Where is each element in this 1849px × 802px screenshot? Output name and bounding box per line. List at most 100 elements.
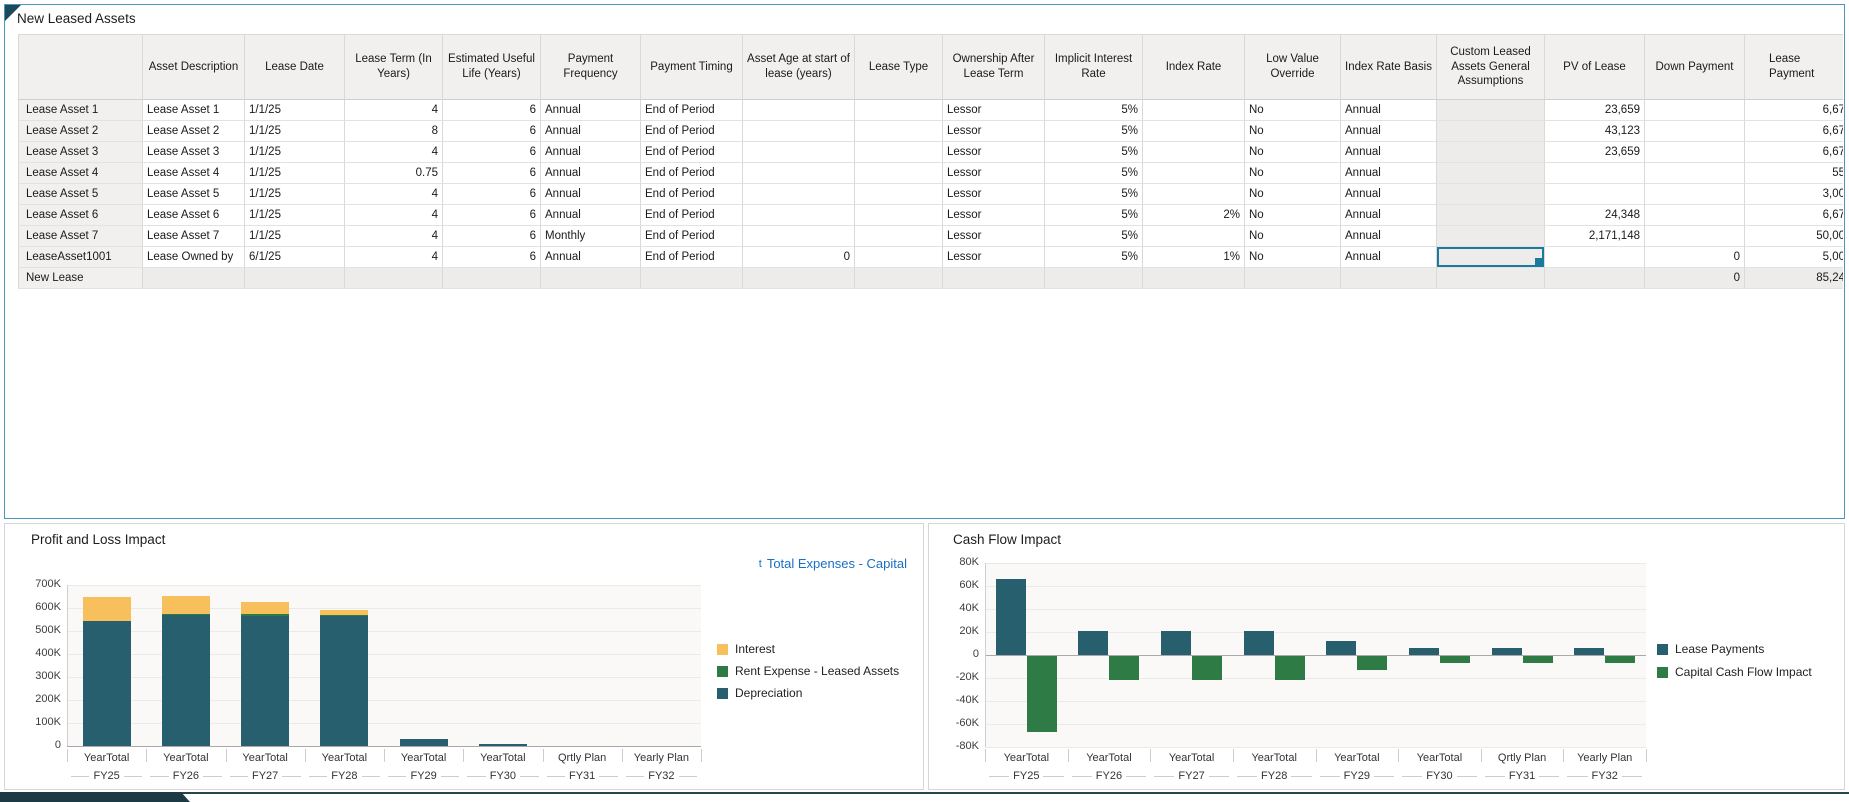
grid-cell[interactable]: 5% <box>1045 100 1143 121</box>
column-header[interactable]: Custom Leased Assets General Assumptions <box>1437 34 1545 100</box>
grid-cell[interactable]: No <box>1245 205 1341 226</box>
grid-cell[interactable]: 85,24 <box>1745 268 1843 289</box>
grid-cell[interactable]: 5% <box>1045 121 1143 142</box>
grid-cell[interactable]: No <box>1245 163 1341 184</box>
grid-cell[interactable] <box>1645 100 1745 121</box>
row-header[interactable]: Lease Asset 6 <box>18 205 143 226</box>
grid-cell[interactable]: Lessor <box>943 247 1045 268</box>
grid-cell[interactable] <box>1545 184 1645 205</box>
grid-cell[interactable] <box>1341 268 1437 289</box>
grid-cell[interactable]: End of Period <box>641 205 743 226</box>
grid-cell[interactable] <box>1545 268 1645 289</box>
grid-cell[interactable]: 0 <box>743 247 855 268</box>
grid-cell[interactable]: 6,67 <box>1745 100 1843 121</box>
grid-cell[interactable]: End of Period <box>641 121 743 142</box>
column-header[interactable]: Estimated Useful Life (Years) <box>443 34 541 100</box>
grid-cell[interactable]: End of Period <box>641 247 743 268</box>
grid-cell[interactable]: 55 <box>1745 163 1843 184</box>
column-header[interactable]: Lease Type <box>855 34 943 100</box>
grid-cell[interactable]: 6 <box>443 205 541 226</box>
grid-cell[interactable]: Annual <box>1341 163 1437 184</box>
grid-cell[interactable]: 6 <box>443 247 541 268</box>
grid-cell[interactable] <box>1645 121 1745 142</box>
row-header[interactable]: New Lease <box>18 268 143 289</box>
grid-cell[interactable] <box>855 268 943 289</box>
grid-cell[interactable] <box>855 121 943 142</box>
column-header[interactable]: Ownership After Lease Term <box>943 34 1045 100</box>
column-header[interactable]: Payment Timing <box>641 34 743 100</box>
column-header[interactable]: Asset Age at start of lease (years) <box>743 34 855 100</box>
grid-cell[interactable] <box>1437 163 1545 184</box>
grid-cell[interactable] <box>541 268 641 289</box>
grid-cell[interactable] <box>1143 100 1245 121</box>
grid-cell[interactable]: Annual <box>1341 142 1437 163</box>
row-header[interactable]: Lease Asset 2 <box>18 121 143 142</box>
grid-cell[interactable] <box>855 142 943 163</box>
grid-cell[interactable]: No <box>1245 121 1341 142</box>
grid-cell[interactable]: 5% <box>1045 205 1143 226</box>
grid-cell[interactable] <box>1437 226 1545 247</box>
grid-cell[interactable]: Annual <box>541 163 641 184</box>
grid-cell[interactable]: 1/1/25 <box>245 205 345 226</box>
grid-cell[interactable] <box>1245 268 1341 289</box>
grid-cell[interactable]: End of Period <box>641 142 743 163</box>
grid-cell[interactable]: Lessor <box>943 205 1045 226</box>
grid-cell[interactable] <box>1437 184 1545 205</box>
grid-cell[interactable]: Annual <box>541 121 641 142</box>
column-header[interactable]: PV of Lease <box>1545 34 1645 100</box>
grid-cell[interactable]: 3,00 <box>1745 184 1843 205</box>
grid-cell[interactable]: 6 <box>443 226 541 247</box>
column-header[interactable]: Implicit Interest Rate <box>1045 34 1143 100</box>
column-header[interactable]: Lease Term (In Years) <box>345 34 443 100</box>
grid-cell[interactable]: Lease Asset 1 <box>143 100 245 121</box>
grid-cell[interactable] <box>1143 268 1245 289</box>
grid-cell[interactable] <box>855 100 943 121</box>
row-header[interactable]: Lease Asset 7 <box>18 226 143 247</box>
grid-cell[interactable]: 5% <box>1045 163 1143 184</box>
grid-cell[interactable]: 6,67 <box>1745 142 1843 163</box>
grid-cell[interactable]: 6 <box>443 163 541 184</box>
grid-cell[interactable]: 4 <box>345 100 443 121</box>
grid-cell[interactable] <box>143 268 245 289</box>
grid-cell[interactable]: Annual <box>1341 184 1437 205</box>
grid-cell[interactable]: Annual <box>541 100 641 121</box>
column-header[interactable]: Asset Description <box>143 34 245 100</box>
grid-cell[interactable] <box>743 121 855 142</box>
grid-cell[interactable]: 6 <box>443 121 541 142</box>
grid-cell[interactable]: Annual <box>1341 247 1437 268</box>
grid-cell[interactable]: No <box>1245 184 1341 205</box>
grid-cell[interactable] <box>1645 163 1745 184</box>
grid-cell[interactable] <box>1045 268 1143 289</box>
grid-cell[interactable]: 6 <box>443 142 541 163</box>
grid-cell[interactable] <box>1437 100 1545 121</box>
grid-cell[interactable] <box>743 184 855 205</box>
grid-cell[interactable] <box>1143 226 1245 247</box>
grid-cell[interactable]: 1/1/25 <box>245 142 345 163</box>
grid-cell[interactable]: 0.75 <box>345 163 443 184</box>
grid-cell[interactable]: 5% <box>1045 226 1143 247</box>
grid-cell[interactable] <box>1437 205 1545 226</box>
grid-cell[interactable]: Annual <box>541 247 641 268</box>
grid-cell[interactable]: 43,123 <box>1545 121 1645 142</box>
row-header[interactable]: Lease Asset 4 <box>18 163 143 184</box>
grid-cell[interactable]: Annual <box>541 205 641 226</box>
grid-cell[interactable]: 1/1/25 <box>245 163 345 184</box>
grid-cell[interactable]: 23,659 <box>1545 100 1645 121</box>
grid-cell[interactable]: Annual <box>1341 121 1437 142</box>
grid-cell[interactable] <box>855 163 943 184</box>
grid-cell[interactable]: Lessor <box>943 100 1045 121</box>
grid-cell[interactable]: Monthly <box>541 226 641 247</box>
grid-cell[interactable]: No <box>1245 226 1341 247</box>
row-header[interactable]: Lease Asset 3 <box>18 142 143 163</box>
grid-cell[interactable]: Annual <box>541 142 641 163</box>
grid-cell[interactable]: 23,659 <box>1545 142 1645 163</box>
column-header[interactable]: Low Value Override <box>1245 34 1341 100</box>
grid-cell[interactable]: 1/1/25 <box>245 226 345 247</box>
grid-cell[interactable]: 6/1/25 <box>245 247 345 268</box>
grid-cell[interactable] <box>1143 121 1245 142</box>
grid-cell[interactable]: 6,67 <box>1745 205 1843 226</box>
grid-cell[interactable] <box>743 142 855 163</box>
row-header[interactable]: LeaseAsset1001 <box>18 247 143 268</box>
grid-cell[interactable]: Lease Asset 7 <box>143 226 245 247</box>
grid-cell[interactable] <box>855 205 943 226</box>
